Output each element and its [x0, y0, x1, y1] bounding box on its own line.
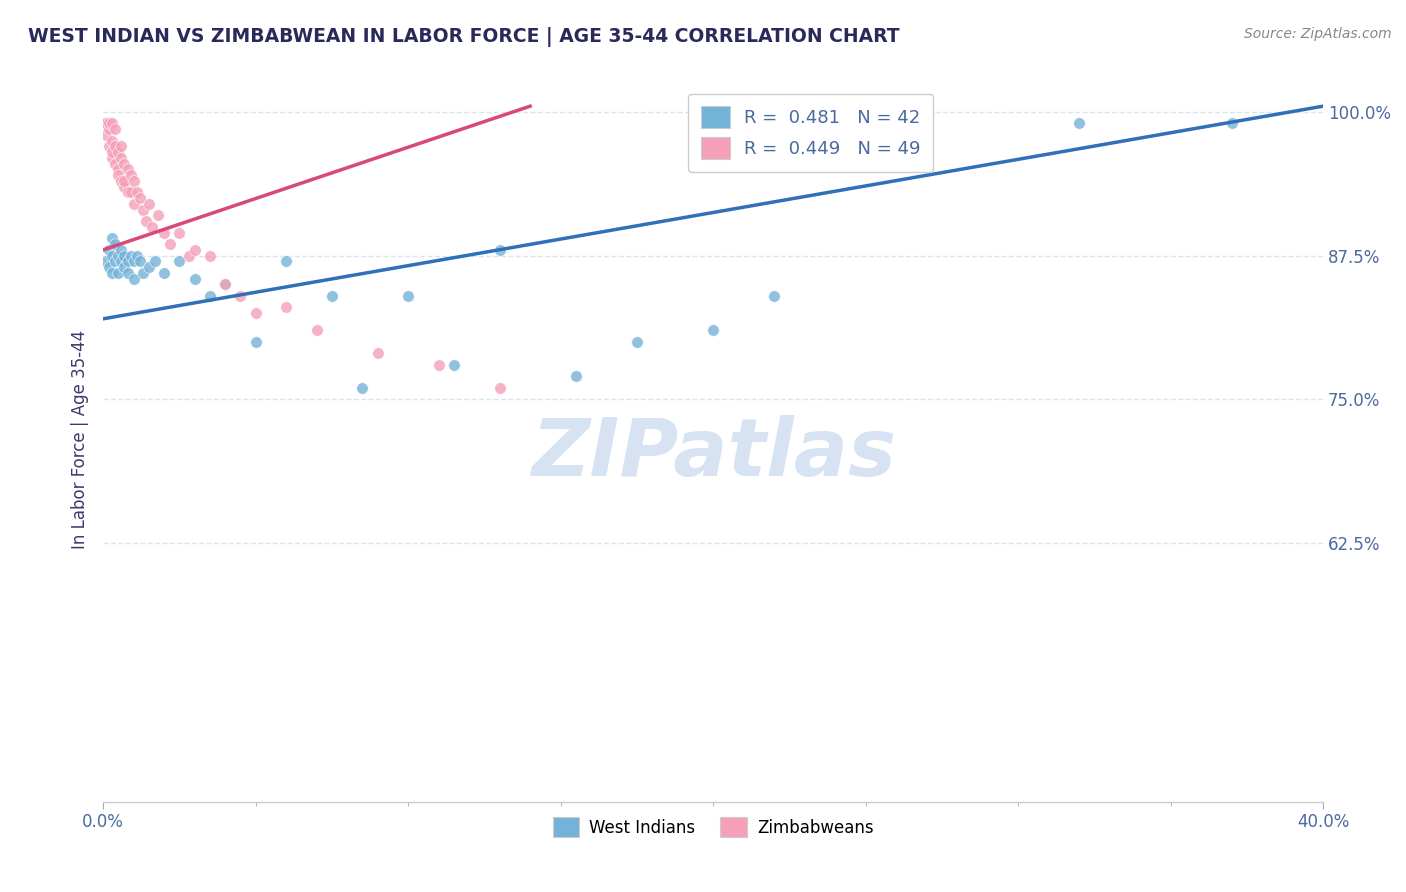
- Point: [138, 260, 160, 274]
- Point: [120, 186, 142, 200]
- Point: [427, 358, 450, 372]
- Point: [488, 243, 510, 257]
- Point: [101, 231, 124, 245]
- Point: [443, 358, 465, 372]
- Point: [107, 162, 129, 177]
- Point: [98, 122, 121, 136]
- Text: WEST INDIAN VS ZIMBABWEAN IN LABOR FORCE | AGE 35-44 CORRELATION CHART: WEST INDIAN VS ZIMBABWEAN IN LABOR FORCE…: [28, 27, 900, 46]
- Point: [117, 254, 139, 268]
- Point: [107, 266, 129, 280]
- Point: [122, 271, 145, 285]
- Point: [101, 145, 124, 160]
- Point: [96, 116, 118, 130]
- Point: [107, 249, 129, 263]
- Point: [396, 289, 419, 303]
- Point: [110, 174, 132, 188]
- Point: [110, 139, 132, 153]
- Point: [98, 243, 121, 257]
- Point: [125, 249, 148, 263]
- Point: [101, 116, 124, 130]
- Point: [169, 254, 191, 268]
- Point: [104, 122, 127, 136]
- Point: [245, 334, 267, 349]
- Point: [110, 254, 132, 268]
- Point: [135, 214, 157, 228]
- Point: [214, 277, 236, 292]
- Point: [153, 266, 176, 280]
- Y-axis label: In Labor Force | Age 35-44: In Labor Force | Age 35-44: [72, 330, 89, 549]
- Point: [101, 249, 124, 263]
- Point: [245, 306, 267, 320]
- Point: [183, 271, 205, 285]
- Point: [104, 237, 127, 252]
- Point: [132, 202, 155, 217]
- Point: [96, 254, 118, 268]
- Point: [117, 186, 139, 200]
- Point: [120, 249, 142, 263]
- Point: [107, 145, 129, 160]
- Point: [110, 151, 132, 165]
- Point: [565, 369, 588, 384]
- Point: [101, 151, 124, 165]
- Point: [1220, 116, 1243, 130]
- Point: [120, 168, 142, 182]
- Point: [96, 116, 118, 130]
- Point: [101, 266, 124, 280]
- Point: [104, 156, 127, 170]
- Point: [122, 197, 145, 211]
- Point: [367, 346, 389, 360]
- Text: ZIPatlas: ZIPatlas: [530, 415, 896, 493]
- Legend: West Indians, Zimbabweans: West Indians, Zimbabweans: [546, 810, 880, 844]
- Point: [214, 277, 236, 292]
- Point: [104, 254, 127, 268]
- Point: [114, 249, 136, 263]
- Point: [141, 219, 163, 234]
- Point: [122, 174, 145, 188]
- Point: [626, 334, 648, 349]
- Point: [132, 266, 155, 280]
- Point: [159, 237, 181, 252]
- Point: [276, 254, 298, 268]
- Point: [276, 301, 298, 315]
- Point: [229, 289, 252, 303]
- Point: [114, 174, 136, 188]
- Point: [98, 139, 121, 153]
- Point: [352, 381, 374, 395]
- Point: [101, 134, 124, 148]
- Point: [98, 116, 121, 130]
- Text: Source: ZipAtlas.com: Source: ZipAtlas.com: [1244, 27, 1392, 41]
- Point: [153, 226, 176, 240]
- Point: [305, 323, 328, 337]
- Point: [488, 381, 510, 395]
- Point: [1069, 116, 1091, 130]
- Point: [146, 208, 169, 222]
- Point: [169, 226, 191, 240]
- Point: [143, 254, 166, 268]
- Point: [321, 289, 343, 303]
- Point: [114, 156, 136, 170]
- Point: [104, 139, 127, 153]
- Point: [98, 260, 121, 274]
- Point: [114, 260, 136, 274]
- Point: [117, 266, 139, 280]
- Point: [198, 289, 221, 303]
- Point: [763, 289, 786, 303]
- Point: [138, 197, 160, 211]
- Point: [96, 128, 118, 142]
- Point: [128, 254, 150, 268]
- Point: [125, 186, 148, 200]
- Point: [198, 249, 221, 263]
- Point: [114, 179, 136, 194]
- Point: [117, 162, 139, 177]
- Point: [128, 191, 150, 205]
- Point: [107, 168, 129, 182]
- Point: [183, 243, 205, 257]
- Point: [122, 254, 145, 268]
- Point: [177, 249, 200, 263]
- Point: [702, 323, 724, 337]
- Point: [110, 243, 132, 257]
